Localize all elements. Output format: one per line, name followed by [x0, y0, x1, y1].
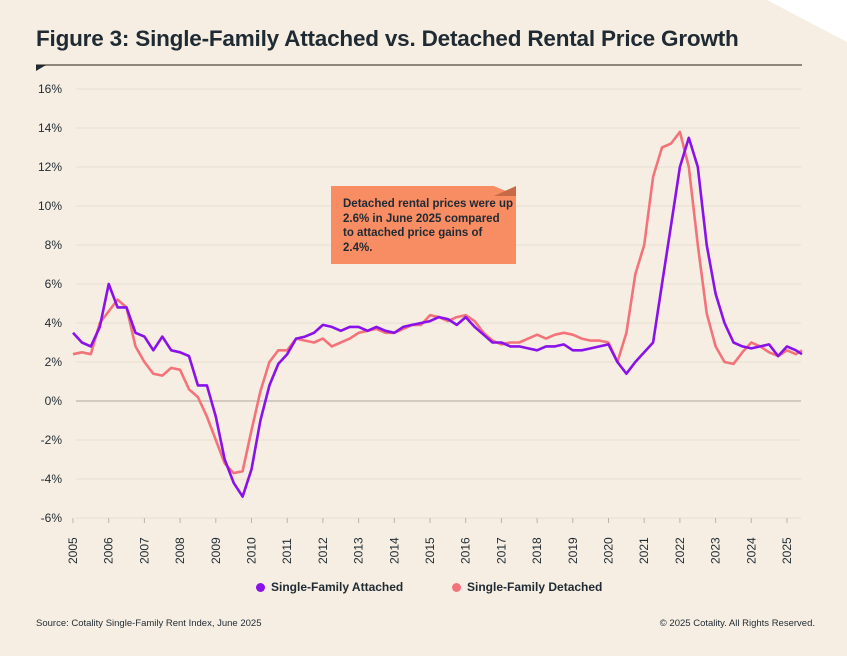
y-tick-label: 10%	[38, 199, 62, 213]
y-tick-label: 14%	[38, 121, 62, 135]
title-rule	[36, 64, 802, 66]
x-tick-label: 2006	[102, 537, 116, 564]
x-tick-label: 2012	[316, 537, 330, 564]
x-tick-label: 2019	[566, 537, 580, 564]
x-tick-label: 2017	[494, 537, 508, 564]
x-tick-label: 2010	[245, 537, 259, 564]
y-tick-label: -2%	[41, 433, 63, 447]
x-tick-label: 2007	[137, 537, 151, 564]
chart-title: Figure 3: Single-Family Attached vs. Det…	[36, 26, 739, 51]
x-tick-label: 2016	[459, 537, 473, 564]
y-tick-label: 2%	[45, 355, 63, 369]
x-tick-label: 2013	[352, 537, 366, 564]
legend-label-detached: Single-Family Detached	[467, 580, 603, 594]
copyright-note: © 2025 Cotality. All Rights Reserved.	[659, 618, 815, 629]
x-tick-label: 2009	[209, 537, 223, 564]
y-tick-label: 12%	[38, 160, 62, 174]
y-tick-label: 16%	[38, 82, 62, 96]
rule-marker	[36, 65, 46, 71]
x-tick-label: 2021	[637, 537, 651, 564]
y-tick-label: 6%	[45, 277, 63, 291]
x-tick-label: 2020	[602, 537, 616, 564]
legend-label-attached: Single-Family Attached	[271, 580, 404, 594]
x-tick-label: 2005	[66, 537, 80, 564]
annotation-box	[331, 186, 516, 264]
x-tick-label: 2015	[423, 537, 437, 564]
y-tick-label: 0%	[45, 394, 63, 408]
x-tick-label: 2008	[173, 537, 187, 564]
source-note: Source: Cotality Single-Family Rent Inde…	[36, 618, 262, 629]
annotation-fold	[494, 186, 516, 196]
series-line-detached	[72, 130, 803, 475]
x-tick-label: 2022	[673, 537, 687, 564]
legend-swatch-attached	[256, 582, 265, 592]
y-tick-label: 4%	[45, 316, 63, 330]
x-tick-label: 2018	[530, 537, 544, 564]
y-tick-label: -6%	[41, 511, 63, 525]
x-tick-label: 2011	[280, 538, 294, 564]
series-line-attached	[72, 136, 803, 498]
legend-item-attached: Single-Family Attached	[256, 580, 403, 594]
page-corner-decoration	[767, 0, 847, 42]
legend-item-detached: Single-Family Detached	[452, 580, 602, 594]
x-tick-label: 2023	[709, 537, 723, 564]
x-tick-label: 2024	[744, 537, 758, 564]
y-tick-label: -4%	[41, 472, 63, 486]
y-tick-label: 8%	[45, 238, 63, 252]
x-tick-label: 2014	[387, 537, 401, 564]
annotation-text: Detached rental prices were up 2.6% in J…	[343, 198, 514, 254]
x-tick-label: 2025	[780, 537, 794, 564]
legend-swatch-detached	[452, 582, 461, 592]
